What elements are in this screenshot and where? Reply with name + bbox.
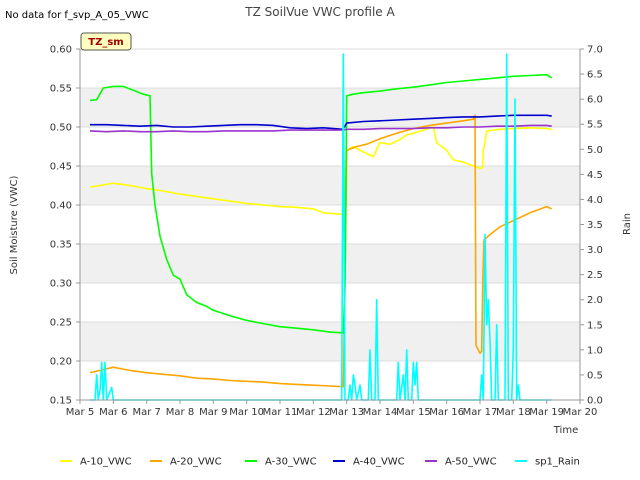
x-tick-label: Mar 16 bbox=[429, 407, 464, 418]
x-tick-label: Mar 9 bbox=[199, 407, 227, 418]
x-tick-label: Mar 19 bbox=[529, 407, 564, 418]
x-tick-label: Mar 13 bbox=[329, 407, 364, 418]
y2-tick-label: 4.0 bbox=[587, 195, 603, 206]
y2-axis-ticks: 0.0 0.5 1.0 1.5 2.0 2.5 3.0 3.5 4.0 4.5 5.0 5.5 6.0 6… bbox=[580, 45, 603, 407]
legend-label: A-30_VWC bbox=[265, 457, 317, 468]
x-tick-label: Mar 15 bbox=[396, 407, 431, 418]
legend: A-10_VWC A-20_VWC A-30_VWC A-40_VWC A-50_VWC… bbox=[60, 457, 580, 468]
x-tick-label: Mar 17 bbox=[463, 407, 498, 418]
legend-label: A-20_VWC bbox=[170, 457, 222, 468]
y-tick-label: 0.35 bbox=[50, 240, 72, 251]
x-axis-title: Time bbox=[553, 425, 578, 436]
legend-label: A-40_VWC bbox=[353, 457, 405, 468]
y-tick-label: 0.60 bbox=[50, 45, 72, 56]
legend-label: A-10_VWC bbox=[80, 457, 132, 468]
y-tick-label: 0.45 bbox=[50, 162, 72, 173]
y2-tick-label: 2.0 bbox=[587, 295, 603, 306]
y2-tick-label: 5.5 bbox=[587, 120, 603, 131]
series-line-a-30-vwc bbox=[89, 73, 553, 334]
y-tick-label: 0.50 bbox=[50, 123, 72, 134]
x-tick-label: Mar 18 bbox=[496, 407, 531, 418]
y-tick-label: 0.15 bbox=[50, 396, 72, 407]
no-data-note: No data for f_svp_A_05_VWC bbox=[5, 10, 149, 21]
y2-axis-title: Rain bbox=[622, 213, 633, 235]
legend-label: sp1_Rain bbox=[535, 457, 580, 468]
y2-tick-label: 4.5 bbox=[587, 170, 603, 181]
y2-tick-label: 7.0 bbox=[587, 45, 603, 56]
y-tick-label: 0.30 bbox=[50, 279, 72, 290]
x-tick-label: Mar 20 bbox=[563, 407, 598, 418]
y-tick-label: 0.40 bbox=[50, 201, 72, 212]
site-badge: TZ_sm bbox=[80, 32, 132, 51]
x-tick-label: Mar 10 bbox=[229, 407, 264, 418]
series-line-a-50-vwc bbox=[89, 124, 552, 133]
y2-tick-label: 3.5 bbox=[587, 220, 603, 231]
y2-tick-label: 0.5 bbox=[587, 370, 603, 381]
legend-label: A-50_VWC bbox=[445, 457, 497, 468]
x-tick-label: Mar 5 bbox=[66, 407, 94, 418]
site-badge-box bbox=[80, 32, 132, 51]
y2-tick-label: 1.0 bbox=[587, 345, 603, 356]
y2-tick-label: 3.0 bbox=[587, 245, 603, 256]
y-tick-label: 0.20 bbox=[50, 357, 72, 368]
chart-title: TZ SoilVue VWC profile A bbox=[244, 5, 395, 19]
x-tick-label: Mar 11 bbox=[263, 407, 298, 418]
x-tick-label: Mar 14 bbox=[363, 407, 398, 418]
x-tick-label: Mar 12 bbox=[296, 407, 331, 418]
y-tick-label: 0.55 bbox=[50, 84, 72, 95]
y2-tick-label: 1.5 bbox=[587, 320, 603, 331]
y2-tick-label: 5.0 bbox=[587, 145, 603, 156]
x-tick-label: Mar 8 bbox=[166, 407, 194, 418]
series-line-a-10-vwc bbox=[89, 126, 552, 216]
y2-tick-label: 6.5 bbox=[587, 70, 603, 81]
x-tick-label: Mar 7 bbox=[132, 407, 160, 418]
y-axis-title: Soil Moisture (VWC) bbox=[9, 175, 20, 274]
y2-tick-label: 0.0 bbox=[587, 396, 603, 407]
grid-band bbox=[80, 88, 580, 127]
series-line-a-20-vwc bbox=[89, 114, 553, 388]
y2-tick-label: 2.5 bbox=[587, 270, 603, 281]
site-badge-label: TZ_sm bbox=[88, 37, 123, 48]
y2-tick-label: 6.0 bbox=[587, 95, 603, 106]
y-axis-ticks: 0.15 0.20 0.25 0.30 0.35 0.40 0.45 0.50 0.55 0.60 bbox=[50, 45, 80, 407]
grid-band bbox=[80, 166, 580, 205]
x-tick-label: Mar 6 bbox=[99, 407, 127, 418]
series-line-a-40-vwc bbox=[90, 114, 552, 131]
y-tick-label: 0.25 bbox=[50, 318, 72, 329]
